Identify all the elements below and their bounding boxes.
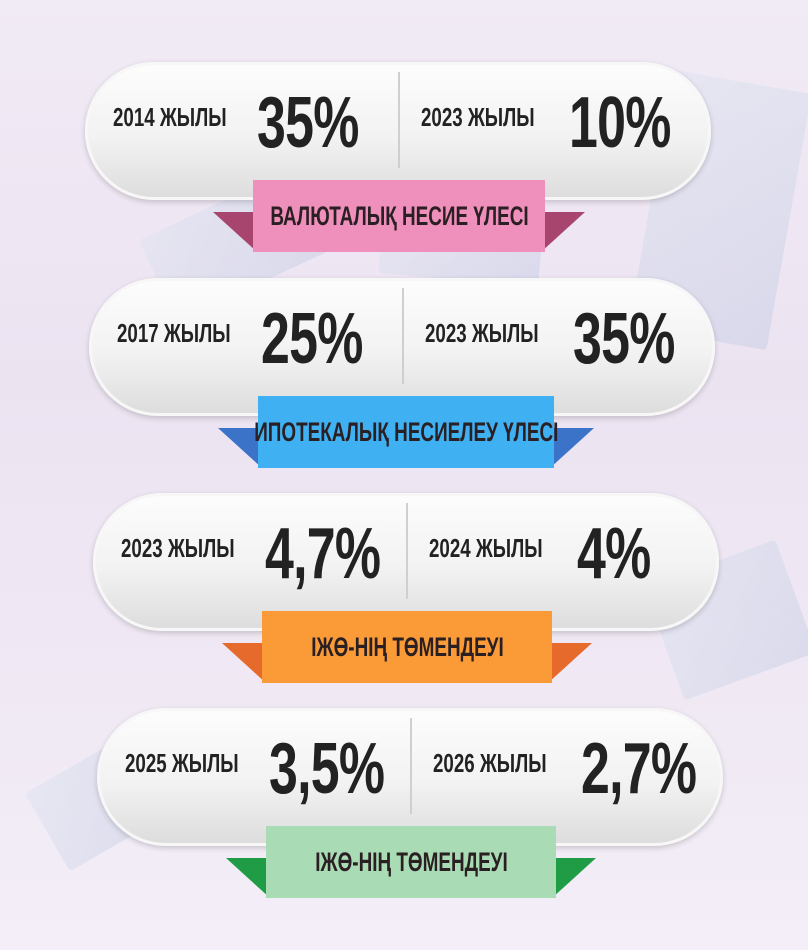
ribbon-band: ІЖӨ-НІҢ ТӨМЕНДЕУІ bbox=[262, 611, 552, 683]
ribbon-label: ІЖӨ-НІҢ ТӨМЕНДЕУІ bbox=[314, 846, 508, 877]
left-year: 2025 ЖЫЛЫ bbox=[125, 748, 239, 778]
divider bbox=[402, 288, 404, 384]
stat-card: 2014 ЖЫЛЫ 35% 2023 ЖЫЛЫ 10% bbox=[85, 62, 711, 200]
left-value: 35% bbox=[257, 83, 359, 163]
label-ribbon: ІЖӨ-НІҢ ТӨМЕНДЕУІ bbox=[222, 611, 592, 683]
right-year: 2026 ЖЫЛЫ bbox=[433, 748, 547, 778]
ribbon-label: ИПОТЕКАЛЫҚ НЕСИЕЛЕУ ҮЛЕСІ bbox=[253, 416, 559, 447]
ribbon-band: ІЖӨ-НІҢ ТӨМЕНДЕУІ bbox=[266, 826, 556, 898]
label-ribbon: ИПОТЕКАЛЫҚ НЕСИЕЛЕУ ҮЛЕСІ bbox=[218, 396, 594, 468]
left-year: 2017 ЖЫЛЫ bbox=[117, 318, 231, 348]
left-year: 2014 ЖЫЛЫ bbox=[113, 102, 227, 132]
divider bbox=[410, 718, 412, 814]
right-value: 2,7% bbox=[581, 729, 697, 809]
label-ribbon: ВАЛЮТАЛЫҚ НЕСИЕ ҮЛЕСІ bbox=[213, 180, 585, 252]
right-year: 2024 ЖЫЛЫ bbox=[429, 533, 543, 563]
right-year: 2023 ЖЫЛЫ bbox=[421, 102, 535, 132]
ribbon-tail-right bbox=[548, 643, 592, 683]
ribbon-tail-left bbox=[226, 858, 270, 898]
divider bbox=[406, 503, 408, 599]
ribbon-tail-right bbox=[541, 212, 585, 252]
ribbon-tail-right bbox=[552, 858, 596, 898]
ribbon-label: ІЖӨ-НІҢ ТӨМЕНДЕУІ bbox=[310, 631, 504, 662]
stat-card: 2017 ЖЫЛЫ 25% 2023 ЖЫЛЫ 35% bbox=[89, 278, 715, 416]
left-value: 4,7% bbox=[265, 514, 381, 594]
right-value: 4% bbox=[577, 514, 651, 594]
left-value: 3,5% bbox=[269, 729, 385, 809]
right-value: 35% bbox=[573, 299, 675, 379]
left-year: 2023 ЖЫЛЫ bbox=[121, 533, 235, 563]
left-value: 25% bbox=[261, 299, 363, 379]
ribbon-label: ВАЛЮТАЛЫҚ НЕСИЕ ҮЛЕСІ bbox=[269, 200, 529, 231]
label-ribbon: ІЖӨ-НІҢ ТӨМЕНДЕУІ bbox=[226, 826, 596, 898]
ribbon-band: ВАЛЮТАЛЫҚ НЕСИЕ ҮЛЕСІ bbox=[253, 180, 545, 252]
right-value: 10% bbox=[569, 83, 671, 163]
ribbon-tail-left bbox=[222, 643, 266, 683]
ribbon-band: ИПОТЕКАЛЫҚ НЕСИЕЛЕУ ҮЛЕСІ bbox=[254, 396, 558, 468]
right-year: 2023 ЖЫЛЫ bbox=[425, 318, 539, 348]
stat-card: 2023 ЖЫЛЫ 4,7% 2024 ЖЫЛЫ 4% bbox=[93, 493, 719, 631]
stat-card: 2025 ЖЫЛЫ 3,5% 2026 ЖЫЛЫ 2,7% bbox=[97, 708, 723, 846]
divider bbox=[398, 72, 400, 168]
